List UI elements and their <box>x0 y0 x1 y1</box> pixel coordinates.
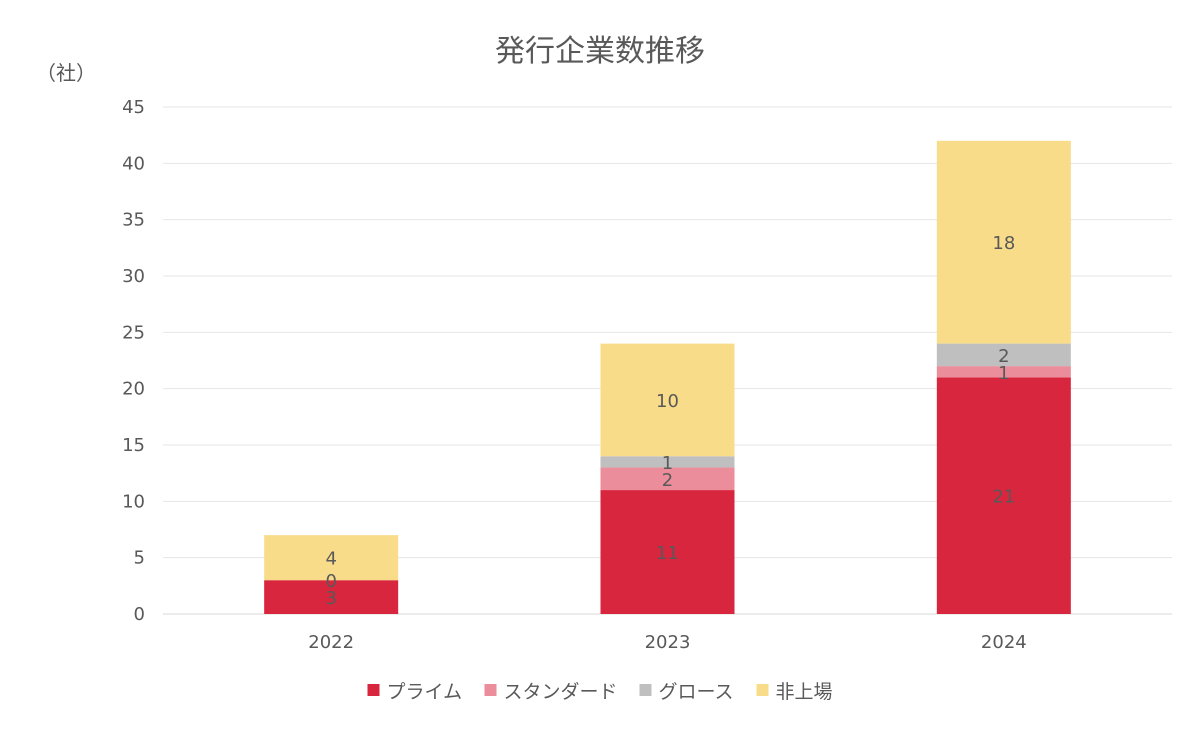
y-tick-label: 40 <box>122 153 145 174</box>
bar-segment <box>936 377 1071 614</box>
x-tick-label: 2023 <box>645 632 691 653</box>
y-tick-label: 5 <box>134 548 145 569</box>
bar-segment <box>600 490 735 614</box>
data-label: 1 <box>662 453 673 474</box>
y-tick-label: 35 <box>122 210 145 231</box>
legend-swatch <box>756 684 769 696</box>
chart-title: 発行企業数推移 <box>495 34 705 69</box>
data-label: 10 <box>656 391 679 412</box>
legend-swatch <box>484 684 497 696</box>
bar-segment <box>936 366 1071 378</box>
data-label: 21 <box>992 487 1015 508</box>
bar-segment <box>264 580 399 614</box>
x-tick-label: 2022 <box>308 632 354 653</box>
legend-label: プライム <box>387 681 463 703</box>
y-tick-label: 0 <box>134 604 145 625</box>
y-tick-label: 20 <box>122 379 145 400</box>
legend-swatch <box>367 684 380 696</box>
bar-segment <box>936 343 1071 367</box>
data-label: 11 <box>656 543 679 564</box>
y-unit-label: （社） <box>36 61 96 85</box>
bars <box>264 140 1071 614</box>
x-axis-ticks: 2022 2023 2024 <box>308 632 1026 653</box>
y-tick-label: 25 <box>122 322 145 343</box>
bar-segment <box>600 467 735 491</box>
data-label: 0 <box>325 571 336 592</box>
data-label: 3 <box>325 588 336 609</box>
y-axis-ticks: 0 5 10 15 20 25 30 35 40 45 <box>122 97 145 625</box>
bar-segment <box>600 343 735 457</box>
data-label: 4 <box>325 549 336 570</box>
y-tick-label: 30 <box>122 266 145 287</box>
data-label: 2 <box>662 470 673 491</box>
legend-swatch <box>639 684 652 696</box>
data-label: 18 <box>992 233 1015 254</box>
y-tick-label: 10 <box>122 491 145 512</box>
legend-label: グロース <box>659 681 734 703</box>
bar-segment <box>264 535 399 581</box>
y-tick-label: 45 <box>122 97 145 118</box>
legend-label: 非上場 <box>776 681 833 703</box>
bar-segment <box>600 456 735 468</box>
y-tick-label: 15 <box>122 435 145 456</box>
data-label: 1 <box>998 363 1009 384</box>
data-label: 2 <box>998 346 1009 367</box>
legend-label: スタンダード <box>504 681 618 703</box>
legend: プライム スタンダード グロース 非上場 <box>367 681 833 703</box>
bar-segment <box>936 140 1071 344</box>
x-tick-label: 2024 <box>981 632 1027 653</box>
